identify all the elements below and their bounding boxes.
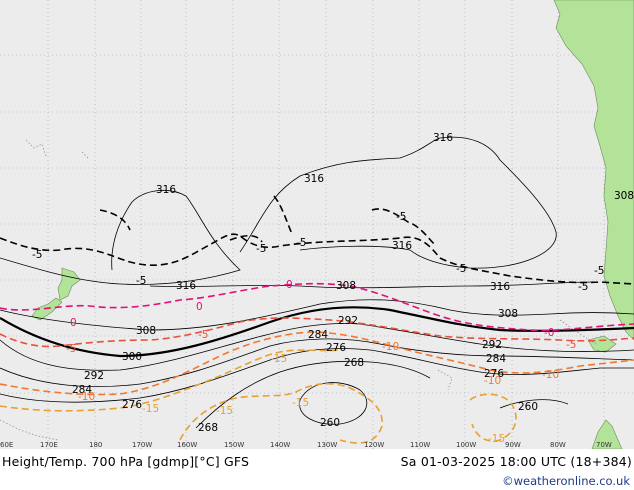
height-labels: 316 316 316 316 316 316 308 308 308 308 … (72, 132, 634, 434)
isotherm-0 (0, 282, 634, 332)
contour-316-north (239, 136, 557, 269)
lon-label: 90W (505, 441, 521, 449)
contour-268 (195, 360, 431, 429)
coast-detail (0, 139, 597, 441)
temp-label: -5 (396, 211, 406, 223)
contour-284 (0, 338, 634, 387)
temp-label: 0 (286, 279, 293, 291)
lon-label: 170W (132, 441, 152, 449)
height-label: 292 (84, 370, 104, 382)
temp-label: -15 (216, 405, 233, 417)
isotherm-minus5-mid (0, 317, 634, 348)
temp-label: -5 (566, 339, 576, 351)
lon-label: 180 (89, 441, 102, 449)
lon-label: 160W (177, 441, 197, 449)
temperature-contours (0, 195, 634, 444)
valid-time: Sa 01-03-2025 18:00 UTC (18+384) (400, 454, 632, 469)
height-label: 284 (72, 384, 92, 396)
contour-300 (0, 306, 634, 358)
height-label: 308 (336, 280, 356, 292)
lon-label: 170E (40, 441, 58, 449)
isotherm-minus5-islands (99, 195, 437, 247)
isotherm-minus5-north (0, 233, 634, 285)
contour-316-south (149, 281, 595, 289)
height-contours (0, 136, 634, 429)
isotherm-minus15 (0, 349, 341, 412)
height-label: 316 (176, 280, 196, 292)
contour-276 (0, 348, 634, 403)
temp-label: -5 (456, 263, 466, 275)
contour-308 (0, 299, 634, 331)
temp-label: -5 (578, 281, 588, 293)
temp-label: -5 (296, 237, 306, 249)
height-label: 308 (136, 325, 156, 337)
temp-label: -5 (594, 265, 604, 277)
height-label: 316 (490, 281, 510, 293)
temp-label: 0 (70, 317, 77, 329)
height-label: 292 (482, 339, 502, 351)
lon-label: 110W (410, 441, 430, 449)
height-label: 276 (326, 342, 346, 354)
height-label: 284 (308, 329, 328, 341)
temp-label: -5 (198, 329, 208, 341)
height-label: 308 (498, 308, 518, 320)
temp-label: -0 (544, 327, 554, 339)
lon-label: 150W (224, 441, 244, 449)
height-label: 316 (433, 132, 453, 144)
temp-label: -10 (484, 375, 501, 387)
temp-label: -15 (488, 433, 505, 445)
isotherm-minus10 (0, 331, 634, 396)
isotherm-minus15-basin (179, 382, 383, 444)
lon-label: 140W (270, 441, 290, 449)
temp-label: -5 (256, 243, 266, 255)
height-label: 284 (486, 353, 506, 365)
temp-label: -5 (136, 275, 146, 287)
lon-label: 100W (456, 441, 476, 449)
height-label: 308 (614, 190, 634, 202)
temp-label: -15 (142, 403, 159, 415)
graticule (0, 0, 634, 449)
height-label: 276 (484, 368, 504, 380)
temp-label: -15 (292, 397, 309, 409)
height-label: 268 (344, 357, 364, 369)
temp-label: -15 (270, 353, 287, 365)
footer-bar: Height/Temp. 700 hPa [gdmp][°C] GFS Sa 0… (0, 449, 634, 490)
temp-label: -5 (66, 343, 76, 355)
new-zealand-north-island (57, 267, 81, 301)
temp-label: -5 (32, 249, 42, 261)
temp-label: -10 (542, 369, 559, 381)
lon-label: 80W (550, 441, 566, 449)
contour-292 (0, 323, 634, 371)
temp-label: 0 (196, 301, 203, 313)
temp-label: -10 (78, 391, 95, 403)
height-label: 276 (122, 399, 142, 411)
map-canvas: 316 316 316 316 316 316 308 308 308 308 … (0, 0, 634, 450)
map-title: Height/Temp. 700 hPa [gdmp][°C] GFS (2, 454, 250, 469)
contour-316-west (0, 189, 241, 285)
temperature-labels: -5 -5 -5 -5 -5 -5 -5 -5 0 0 0 -0 -5 -10 … (32, 211, 604, 445)
lon-label: 70W (596, 441, 612, 449)
height-label: 292 (338, 315, 358, 327)
longitude-labels: 60E 170E 180 170W 160W 150W 140W 130W 12… (0, 441, 612, 449)
height-label: 260 (320, 417, 340, 429)
height-label: 300 (122, 351, 142, 363)
temp-label: -10 (382, 341, 399, 353)
lon-label: 60E (0, 441, 13, 449)
height-label: 316 (304, 173, 324, 185)
lon-label: 120W (364, 441, 384, 449)
height-label: 316 (392, 240, 412, 252)
height-label: 268 (198, 422, 218, 434)
lon-label: 130W (317, 441, 337, 449)
height-label: 316 (156, 184, 176, 196)
credit-link[interactable]: ©weatheronline.co.uk (502, 474, 630, 488)
contour-260-east (499, 399, 569, 409)
contour-260-west (299, 382, 368, 425)
height-label: 260 (518, 401, 538, 413)
